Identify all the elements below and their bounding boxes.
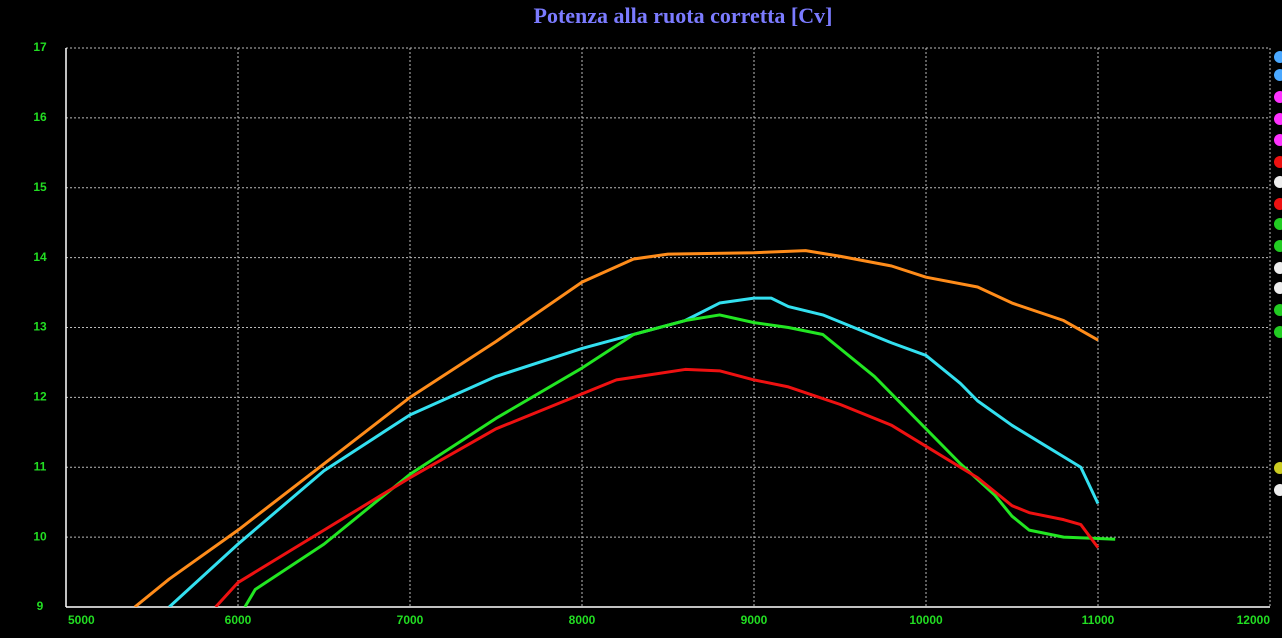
y-tick-label: 12 [33,390,47,404]
x-tick-label: 10000 [909,613,943,627]
x-tick-label: 8000 [569,613,596,627]
x-tick-label: 9000 [741,613,768,627]
y-tick-label: 10 [33,529,47,543]
y-tick-label: 15 [33,180,47,194]
x-tick-label: 7000 [397,613,424,627]
series-line [214,367,1100,607]
series-line [133,249,1099,607]
chart-title: Potenza alla ruota corretta [Cv] [534,3,833,28]
y-tick-label: 16 [33,110,47,124]
y-tick-label: 11 [34,459,47,473]
legend-icons [1274,51,1282,496]
y-tick-label: 13 [33,320,47,334]
x-tick-label: 6000 [225,613,252,627]
y-tick-label: 9 [37,599,44,613]
x-tick-label: 12000 [1237,613,1271,627]
x-tick-label: 11000 [1082,613,1115,627]
y-tick-label: 17 [33,40,47,54]
y-tick-label: 14 [33,250,47,264]
x-tick-label: 5000 [68,613,95,627]
series-line [168,296,1100,607]
series-line [243,313,1116,607]
